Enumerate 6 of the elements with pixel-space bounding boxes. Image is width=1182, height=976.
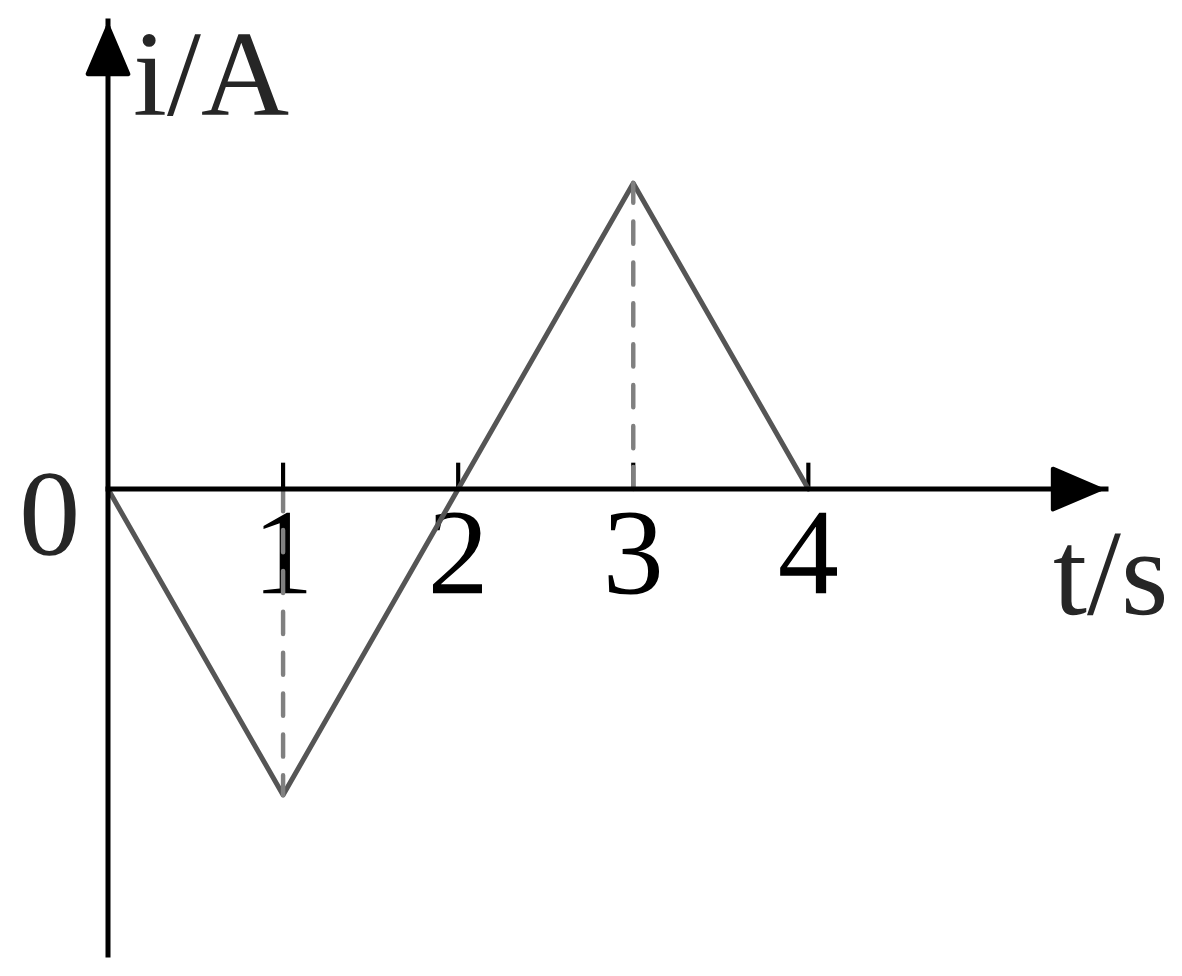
x-tick-label: 4 <box>780 512 837 594</box>
x-tick-label: 2 <box>432 512 482 594</box>
annotation: 0 <box>23 473 76 556</box>
y-axis-title: i/A <box>135 33 289 117</box>
x-axis-title: t/s <box>1054 533 1165 616</box>
x-tick-label: 3 <box>608 512 660 595</box>
